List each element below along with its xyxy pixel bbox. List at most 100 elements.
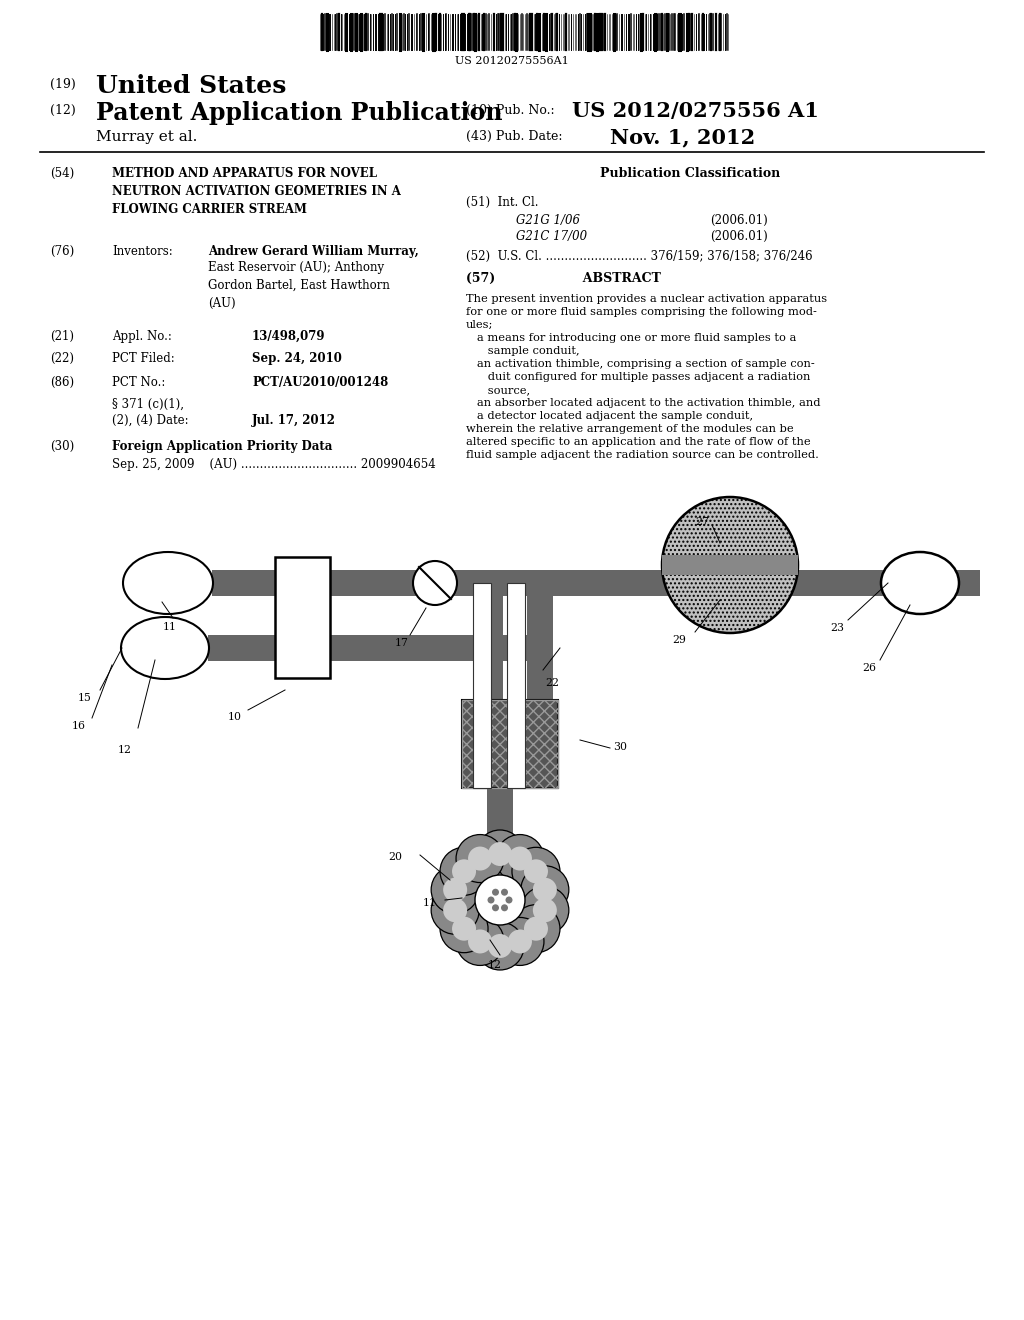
Circle shape bbox=[524, 859, 548, 883]
Text: (43) Pub. Date:: (43) Pub. Date: bbox=[466, 129, 562, 143]
Bar bbox=[330, 570, 540, 597]
Text: 15: 15 bbox=[78, 693, 92, 704]
Circle shape bbox=[501, 904, 508, 911]
Text: Sep. 24, 2010: Sep. 24, 2010 bbox=[252, 352, 342, 366]
Text: 13/498,079: 13/498,079 bbox=[252, 330, 326, 343]
Text: East Reservoir (AU); Anthony
Gordon Bartel, East Hawthorn
(AU): East Reservoir (AU); Anthony Gordon Bart… bbox=[208, 261, 390, 310]
Ellipse shape bbox=[121, 616, 209, 678]
Bar bbox=[330, 635, 490, 661]
Text: (51)  Int. Cl.: (51) Int. Cl. bbox=[466, 195, 539, 209]
Circle shape bbox=[512, 847, 560, 895]
Text: (2006.01): (2006.01) bbox=[710, 214, 768, 227]
Text: Andrew Gerard William Murray,: Andrew Gerard William Murray, bbox=[208, 246, 419, 257]
Text: 16: 16 bbox=[72, 721, 86, 731]
Circle shape bbox=[532, 878, 557, 902]
Circle shape bbox=[431, 866, 479, 913]
Bar bbox=[462, 700, 558, 788]
Text: Patent Application Publication: Patent Application Publication bbox=[96, 102, 503, 125]
Text: Inventors:: Inventors: bbox=[112, 246, 173, 257]
Circle shape bbox=[413, 561, 457, 605]
Text: US 2012/0275556 A1: US 2012/0275556 A1 bbox=[572, 102, 819, 121]
Text: 11: 11 bbox=[423, 898, 437, 908]
Text: The present invention provides a nuclear activation apparatus
for one or more fl: The present invention provides a nuclear… bbox=[466, 294, 827, 461]
Circle shape bbox=[496, 917, 544, 965]
Text: 26: 26 bbox=[862, 663, 876, 673]
Circle shape bbox=[452, 859, 476, 883]
Text: 12: 12 bbox=[118, 744, 132, 755]
Text: (2006.01): (2006.01) bbox=[710, 230, 768, 243]
Text: G21C 17/00: G21C 17/00 bbox=[516, 230, 587, 243]
Circle shape bbox=[456, 834, 504, 883]
Ellipse shape bbox=[123, 552, 213, 614]
Bar bbox=[507, 583, 525, 788]
Bar bbox=[462, 700, 558, 788]
Circle shape bbox=[492, 888, 499, 896]
Circle shape bbox=[512, 904, 560, 953]
Bar bbox=[275, 557, 330, 678]
Text: 23: 23 bbox=[830, 623, 844, 634]
Bar bbox=[490, 635, 540, 661]
Text: Sep. 25, 2009    (AU) ............................... 2009904654: Sep. 25, 2009 (AU) .....................… bbox=[112, 458, 436, 471]
Circle shape bbox=[468, 846, 493, 871]
Text: United States: United States bbox=[96, 74, 287, 98]
Circle shape bbox=[501, 888, 508, 896]
Text: 10: 10 bbox=[228, 711, 242, 722]
Text: Appl. No.:: Appl. No.: bbox=[112, 330, 172, 343]
Circle shape bbox=[468, 929, 493, 953]
Text: 17: 17 bbox=[395, 638, 409, 648]
Bar bbox=[473, 583, 490, 788]
Circle shape bbox=[443, 878, 467, 902]
Bar bbox=[477, 583, 503, 770]
Circle shape bbox=[443, 898, 467, 923]
Circle shape bbox=[521, 866, 569, 913]
Text: (12): (12) bbox=[50, 104, 76, 117]
Text: (76): (76) bbox=[50, 246, 75, 257]
Circle shape bbox=[440, 904, 488, 953]
Text: Foreign Application Priority Data: Foreign Application Priority Data bbox=[112, 440, 333, 453]
Circle shape bbox=[492, 904, 499, 911]
Text: (54): (54) bbox=[50, 168, 75, 180]
Text: (52)  U.S. Cl. ........................... 376/159; 376/158; 376/246: (52) U.S. Cl. ..........................… bbox=[466, 249, 813, 263]
Circle shape bbox=[431, 886, 479, 935]
Text: G21G 1/06: G21G 1/06 bbox=[516, 214, 580, 227]
Text: PCT No.:: PCT No.: bbox=[112, 376, 165, 389]
Circle shape bbox=[476, 830, 524, 878]
Text: PCT Filed:: PCT Filed: bbox=[112, 352, 175, 366]
Text: (19): (19) bbox=[50, 78, 76, 91]
Text: Nov. 1, 2012: Nov. 1, 2012 bbox=[610, 127, 756, 147]
Bar bbox=[490, 570, 980, 597]
Circle shape bbox=[488, 842, 512, 866]
Circle shape bbox=[456, 917, 504, 965]
Circle shape bbox=[662, 498, 798, 634]
Circle shape bbox=[475, 875, 525, 925]
Circle shape bbox=[524, 916, 548, 941]
Text: 27: 27 bbox=[695, 517, 709, 527]
Text: METHOD AND APPARATUS FOR NOVEL
NEUTRON ACTIVATION GEOMETRIES IN A
FLOWING CARRIE: METHOD AND APPARATUS FOR NOVEL NEUTRON A… bbox=[112, 168, 400, 216]
Circle shape bbox=[488, 935, 512, 958]
Text: 12: 12 bbox=[488, 960, 502, 970]
Text: (22): (22) bbox=[50, 352, 74, 366]
Text: Jul. 17, 2012: Jul. 17, 2012 bbox=[252, 414, 336, 426]
Circle shape bbox=[506, 896, 512, 903]
Text: (86): (86) bbox=[50, 376, 74, 389]
Text: (2), (4) Date:: (2), (4) Date: bbox=[112, 414, 188, 426]
Text: (30): (30) bbox=[50, 440, 75, 453]
Text: PCT/AU2010/001248: PCT/AU2010/001248 bbox=[252, 376, 388, 389]
Text: 29: 29 bbox=[672, 635, 686, 645]
Circle shape bbox=[508, 846, 531, 871]
Text: (10) Pub. No.:: (10) Pub. No.: bbox=[466, 104, 555, 117]
Text: US 20120275556A1: US 20120275556A1 bbox=[455, 55, 569, 66]
Circle shape bbox=[476, 921, 524, 970]
Bar bbox=[212, 570, 275, 597]
Text: Publication Classification: Publication Classification bbox=[600, 168, 780, 180]
Circle shape bbox=[452, 916, 476, 941]
Circle shape bbox=[521, 886, 569, 935]
Text: (21): (21) bbox=[50, 330, 74, 343]
Text: 22: 22 bbox=[545, 678, 559, 688]
Ellipse shape bbox=[881, 552, 959, 614]
Text: Murray et al.: Murray et al. bbox=[96, 129, 198, 144]
Circle shape bbox=[532, 898, 557, 923]
Circle shape bbox=[496, 834, 544, 883]
Text: 20: 20 bbox=[388, 851, 402, 862]
Bar bbox=[208, 635, 275, 661]
